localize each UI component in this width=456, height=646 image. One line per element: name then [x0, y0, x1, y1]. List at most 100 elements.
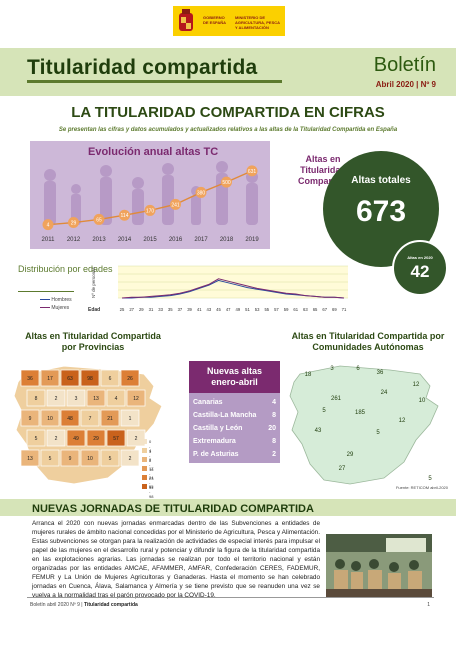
communities-map-title: Altas en Titularidad Compartida por Comu… [291, 331, 445, 352]
province-shape [66, 389, 86, 407]
province-value: 17 [47, 376, 53, 382]
evolution-year-label: 2019 [245, 237, 259, 243]
province-shape [20, 369, 40, 387]
new-altas-title-2: enero-abril [211, 377, 258, 387]
age-tick-label: 59 [284, 307, 289, 312]
age-tick-label: 43 [207, 307, 212, 312]
province-value: 21 [107, 416, 113, 422]
legend-swatch [142, 457, 147, 462]
new-altas-region: Castilla-La Mancha [193, 412, 257, 419]
community-value: 18 [305, 372, 312, 378]
age-tick-label: 51 [245, 307, 250, 312]
province-shape [26, 429, 46, 447]
evolution-value-label: 114 [121, 213, 129, 219]
evolution-value-label: 631 [248, 169, 257, 175]
section-subtitle: Se presentan las cifras y datos acumulad… [58, 127, 398, 133]
age-tick-label: 39 [187, 307, 192, 312]
evolution-point [42, 219, 54, 231]
province-shape [100, 409, 120, 427]
new-altas-region: Canarias [193, 399, 223, 406]
legend-label: 55 - 98 [149, 484, 154, 499]
legend-swatch [142, 439, 147, 444]
title-underline [27, 80, 282, 83]
issue-date: Abril 2020 | Nº 9 [375, 80, 436, 89]
spain-outline [289, 365, 439, 485]
news-title: NUEVAS JORNADAS DE TITULARIDAD COMPARTID… [32, 503, 314, 515]
legend-label: 9 - 16 [149, 457, 154, 472]
province-shape [40, 449, 60, 467]
age-tick-label: 33 [158, 307, 163, 312]
province-value: 29 [93, 436, 99, 442]
evolution-value-label: 4 [47, 223, 50, 229]
province-value: 2 [129, 456, 132, 462]
province-value: 26 [127, 376, 133, 382]
community-value: 43 [315, 428, 322, 434]
age-tick-label: 69 [332, 307, 337, 312]
evolution-value-label: 241 [171, 202, 180, 208]
new-altas-row: P. de Asturias 2 [193, 449, 276, 462]
evolution-value-label: 29 [71, 221, 77, 227]
province-shape [106, 389, 126, 407]
province-value: 98 [87, 376, 93, 382]
legend-swatch [142, 484, 147, 489]
community-value: 27 [339, 466, 346, 472]
community-value: 3 [330, 366, 334, 372]
total-altas-label: Altas totales [351, 175, 411, 186]
community-value: 10 [419, 398, 426, 404]
community-value: 5 [428, 476, 432, 482]
annual-evolution-chart: 4 2011 29 2012 65 2013 114 2014 170 2015 241 2016 38… [30, 141, 270, 249]
province-value: 10 [87, 456, 93, 462]
age-tick-label: 65 [313, 307, 318, 312]
province-value: 4 [115, 396, 118, 402]
province-shape [60, 369, 80, 387]
ministry-label: MINISTERIO DE AGRICULTURA, PESCA Y ALIME… [235, 15, 280, 30]
altas-2020-value: 42 [410, 262, 430, 281]
new-altas-count: 20 [268, 425, 276, 432]
legend-swatch [142, 448, 147, 453]
community-value: 5 [376, 430, 380, 436]
province-shape [60, 409, 80, 427]
age-tick-label: 31 [149, 307, 154, 312]
new-altas-row: Canarias 4 [193, 397, 276, 410]
new-altas-box: Nuevas altas enero-abril Canarias 4 Castil… [189, 361, 280, 463]
evolution-point [144, 204, 156, 216]
province-value: 63 [67, 376, 73, 382]
province-shape [46, 429, 66, 447]
province-shape [100, 369, 120, 387]
evolution-point [246, 165, 258, 177]
community-value: 5 [322, 408, 326, 414]
province-shape [86, 389, 106, 407]
province-shape [46, 389, 66, 407]
altas-tc-label: Altas en Titularidad Compartida [297, 154, 348, 186]
provinces-map-title: Altas en Titularidad Compartida por Prov… [25, 331, 161, 352]
evolution-value-label: 500 [222, 180, 231, 186]
province-shape [20, 449, 40, 467]
community-value: 6 [356, 366, 360, 372]
new-altas-header: Nuevas altas enero-abril [189, 361, 280, 393]
age-xlabel: Edad [88, 307, 100, 313]
community-value: 261 [331, 396, 342, 402]
evolution-point [68, 217, 79, 229]
age-distribution-chart: Nº de personas Edad 25 27 29 31 33 35 37 39 41 43 45… [88, 265, 348, 313]
evolution-value-label: 380 [197, 190, 206, 196]
age-tick-label: 61 [293, 307, 298, 312]
evolution-point [221, 176, 232, 188]
evolution-year-label: 2015 [143, 237, 157, 243]
province-value: 2 [55, 396, 58, 402]
government-label: GOBIERNO DE ESPAÑA [203, 15, 227, 25]
new-altas-list: Canarias 4 Castilla-La Mancha 8 Castilla y L… [193, 397, 276, 462]
age-tick-label: 25 [120, 307, 125, 312]
province-shape [40, 369, 60, 387]
province-shape [100, 449, 120, 467]
evolution-year-label: 2013 [92, 237, 106, 243]
legend-label: 4 - 8 [149, 448, 152, 463]
page-title: Titularidad compartida [27, 56, 258, 79]
age-tick-label: 63 [303, 307, 308, 312]
community-value: 12 [413, 382, 420, 388]
province-value: 57 [113, 436, 119, 442]
data-source: Fuente: RETICOM abril-2020 [395, 485, 448, 490]
legend-label: 17 - 23 [149, 466, 154, 481]
province-value: 10 [47, 416, 53, 422]
province-value: 5 [109, 456, 112, 462]
evolution-plot: 4 2011 29 2012 65 2013 114 2014 170 2015 241 2016 38… [42, 165, 259, 243]
